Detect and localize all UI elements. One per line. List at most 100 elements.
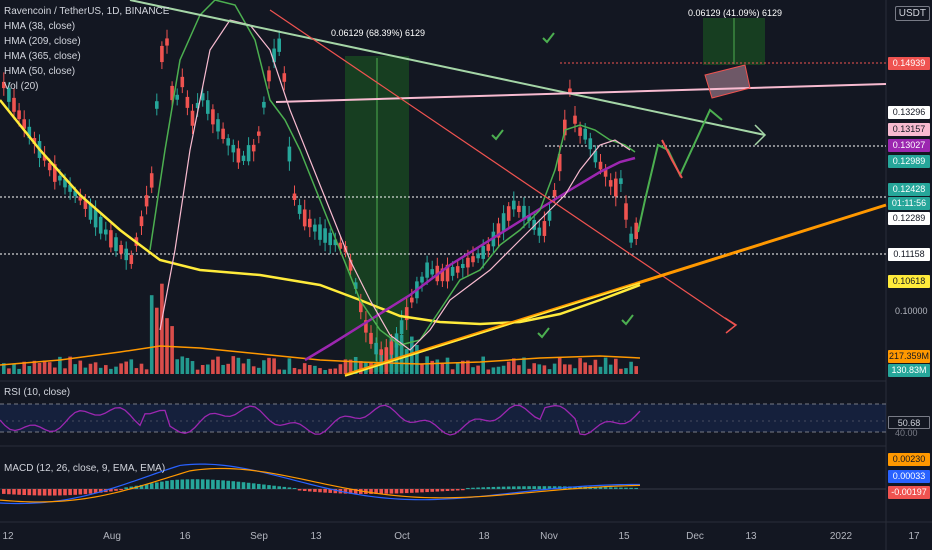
candle-body xyxy=(185,96,190,108)
macd-pane-label[interactable]: MACD (12, 26, close, 9, EMA, EMA) xyxy=(4,463,166,474)
candle-body xyxy=(430,269,434,275)
macd-histogram-bar xyxy=(83,489,88,495)
macd-histogram-bar xyxy=(410,489,414,493)
candle-body xyxy=(175,94,179,100)
volume-bar xyxy=(578,358,582,374)
volume-bar xyxy=(552,363,557,374)
volume-bar xyxy=(32,360,37,374)
candle-body xyxy=(563,119,567,136)
macd-histogram-bar xyxy=(22,489,26,496)
volume-bar xyxy=(603,357,608,374)
hma365-line xyxy=(304,156,636,362)
volume-bar xyxy=(144,369,149,374)
macd-histogram-bar xyxy=(119,489,123,491)
measure-label-right: 0.06129 (41.09%) 6129 xyxy=(687,8,783,18)
rsi-level-label: 40.00 xyxy=(895,428,918,438)
candle-body xyxy=(425,262,429,278)
volume-bar xyxy=(557,357,562,374)
volume-bar xyxy=(399,334,404,374)
candle-body xyxy=(445,264,450,282)
volume-bar xyxy=(313,365,317,374)
macd-histogram-bar xyxy=(445,489,450,492)
macd-histogram-bar xyxy=(221,480,225,489)
candle-body xyxy=(404,307,409,321)
macd-histogram-bar xyxy=(170,480,174,489)
volume-bar xyxy=(353,356,358,374)
price-label: 130.83M xyxy=(888,364,930,377)
candle-body xyxy=(53,164,57,182)
volume-bar xyxy=(246,358,251,374)
macd-histogram-bar xyxy=(476,487,480,489)
macd-histogram-bar xyxy=(37,489,42,496)
macd-histogram-bar xyxy=(226,480,230,489)
candle-body xyxy=(42,155,47,161)
price-label: 0.11158 xyxy=(888,248,930,261)
candle-body xyxy=(364,320,368,333)
candle-body xyxy=(200,93,205,101)
candle-body xyxy=(450,266,455,276)
indicator-hma209[interactable]: HMA (209, close) xyxy=(4,36,81,47)
volume-bar xyxy=(42,360,47,374)
x-tick-label: Aug xyxy=(103,531,121,542)
volume-bar xyxy=(58,356,62,374)
volume-bar xyxy=(343,359,348,374)
macd-histogram-bar xyxy=(537,486,542,489)
volume-bar xyxy=(277,369,281,374)
candle-body xyxy=(527,215,531,222)
checkmark-icon xyxy=(542,32,555,44)
price-label: 0.12289 xyxy=(888,212,930,225)
volume-bar xyxy=(37,363,42,374)
candle-body xyxy=(155,101,159,109)
volume-bar xyxy=(583,362,587,374)
x-tick-label: 18 xyxy=(478,531,490,542)
macd-histogram-bar xyxy=(379,489,383,494)
volume-bar xyxy=(532,363,536,374)
macd-histogram-bar xyxy=(32,489,37,496)
candle-body xyxy=(608,180,613,187)
volume-bar xyxy=(63,368,67,374)
volume-bar xyxy=(461,360,465,374)
macd-histogram-bar xyxy=(297,489,302,491)
volume-bar xyxy=(297,369,302,374)
hma38-line xyxy=(149,0,636,346)
indicator-volume[interactable]: Vol (20) xyxy=(4,81,39,92)
indicator-hma38[interactable]: HMA (38, close) xyxy=(4,21,76,32)
rsi-pane-label[interactable]: RSI (10, close) xyxy=(4,387,71,398)
candle-body xyxy=(348,259,353,271)
price-label: 0.13027 xyxy=(888,139,930,152)
macd-histogram-bar xyxy=(542,486,547,489)
candle-body xyxy=(461,263,465,269)
indicator-hma365[interactable]: HMA (365, close) xyxy=(4,51,81,62)
macd-histogram-bar xyxy=(343,489,348,494)
macd-histogram-bar xyxy=(552,486,557,489)
trendline-green xyxy=(129,0,766,136)
candle-body xyxy=(440,268,445,282)
indicator-hma50[interactable]: HMA (50, close) xyxy=(4,66,76,77)
candle-body xyxy=(532,219,536,230)
volume-bar xyxy=(348,359,353,374)
candle-body xyxy=(302,209,307,227)
macd-histogram-bar xyxy=(481,487,485,489)
macd-histogram-bar xyxy=(491,486,496,489)
candle-body xyxy=(78,196,83,201)
volume-bar xyxy=(251,366,256,374)
candle-body xyxy=(573,115,577,124)
candle-body xyxy=(369,332,373,344)
candle-body xyxy=(353,282,358,289)
candle-body xyxy=(287,146,292,162)
candle-body xyxy=(257,131,261,136)
macd-histogram-bar xyxy=(58,489,62,496)
macd-histogram-bar xyxy=(455,489,460,491)
macd-histogram-bar xyxy=(282,486,287,489)
projection-down-arrow xyxy=(661,139,683,179)
volume-bar xyxy=(119,363,123,374)
volume-bar xyxy=(435,359,440,374)
macd-histogram-bar xyxy=(608,487,613,489)
symbol-title[interactable]: Ravencoin / TetherUS, 1D, BINANCE xyxy=(4,6,170,17)
volume-bar xyxy=(527,368,531,374)
volume-bar xyxy=(517,365,521,374)
volume-bar xyxy=(134,368,139,374)
currency-badge[interactable]: USDT xyxy=(894,6,930,21)
candle-body xyxy=(119,245,123,254)
